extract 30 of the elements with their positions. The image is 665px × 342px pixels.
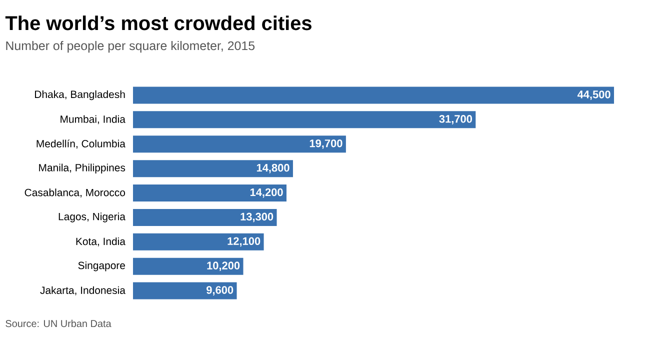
bar [133, 160, 293, 178]
bar [133, 258, 244, 275]
y-tick-label: Medellín, Columbia [36, 140, 126, 149]
bar [133, 282, 237, 300]
data-label: 14,200 [250, 188, 283, 198]
data-label: 31,700 [439, 115, 472, 124]
bar [133, 184, 286, 202]
chart-subtitle: Number of people per square kilometer, 2015 [6, 40, 255, 53]
data-label: 10,200 [207, 262, 240, 272]
data-label: 13,300 [240, 212, 274, 222]
chart-title: The world’s most crowded cities [5, 16, 312, 30]
y-tick-label: Jakarta, Indonesia [40, 286, 126, 296]
y-tick-label: Dhaka, Bangladesh [35, 90, 125, 100]
y-tick-label: Casablanca, Morocco [24, 188, 126, 198]
y-tick-label: Lagos, Nigeria [58, 212, 126, 222]
source-note: Source: UN Urban Data [6, 320, 112, 328]
data-label: 44,500 [577, 90, 610, 100]
data-label: 12,100 [228, 237, 260, 247]
y-tick-label: Kota, India [76, 237, 126, 246]
data-label: 19,700 [310, 139, 342, 149]
y-tick-label: Singapore [78, 261, 125, 272]
bar [133, 136, 346, 153]
bar [133, 208, 277, 226]
data-label: 14,800 [256, 164, 290, 174]
bar [133, 233, 264, 250]
y-tick-label: Mumbai, India [60, 115, 126, 124]
bar [133, 111, 476, 128]
data-label: 9,600 [206, 286, 234, 296]
bar [133, 86, 614, 104]
y-tick-label: Manila, Philippines [39, 164, 126, 174]
